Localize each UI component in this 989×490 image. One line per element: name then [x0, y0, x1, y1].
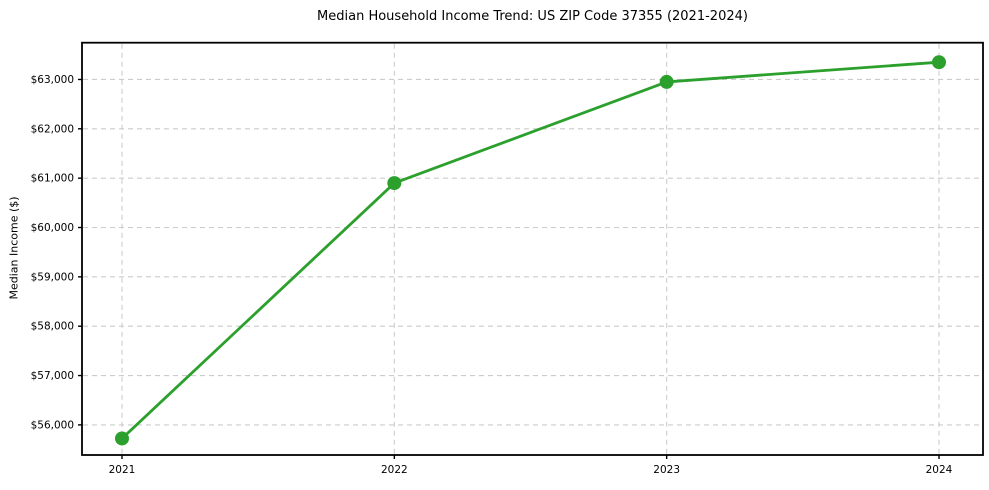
y-tick-label: $62,000 — [31, 123, 74, 135]
y-tick-label: $60,000 — [31, 222, 74, 234]
x-tick-label: 2023 — [653, 464, 680, 476]
chart-title: Median Household Income Trend: US ZIP Co… — [317, 9, 748, 24]
y-tick-label: $56,000 — [31, 419, 74, 431]
x-tick-label: 2024 — [926, 464, 953, 476]
data-point-2024 — [932, 55, 946, 70]
y-tick-label: $58,000 — [31, 321, 74, 333]
x-tick-label: 2021 — [109, 464, 136, 476]
trend-line — [120, 60, 941, 440]
plot-border — [81, 41, 984, 456]
y-tick-label: $61,000 — [31, 173, 74, 185]
y-tick-label: $57,000 — [31, 370, 74, 382]
y-tick-label: $63,000 — [31, 74, 74, 86]
y-tick-label: $59,000 — [31, 271, 74, 283]
x-tick-label: 2022 — [381, 464, 408, 476]
data-point-2022 — [387, 176, 402, 191]
data-point-2023 — [659, 74, 674, 89]
data-point-2021 — [115, 431, 129, 446]
